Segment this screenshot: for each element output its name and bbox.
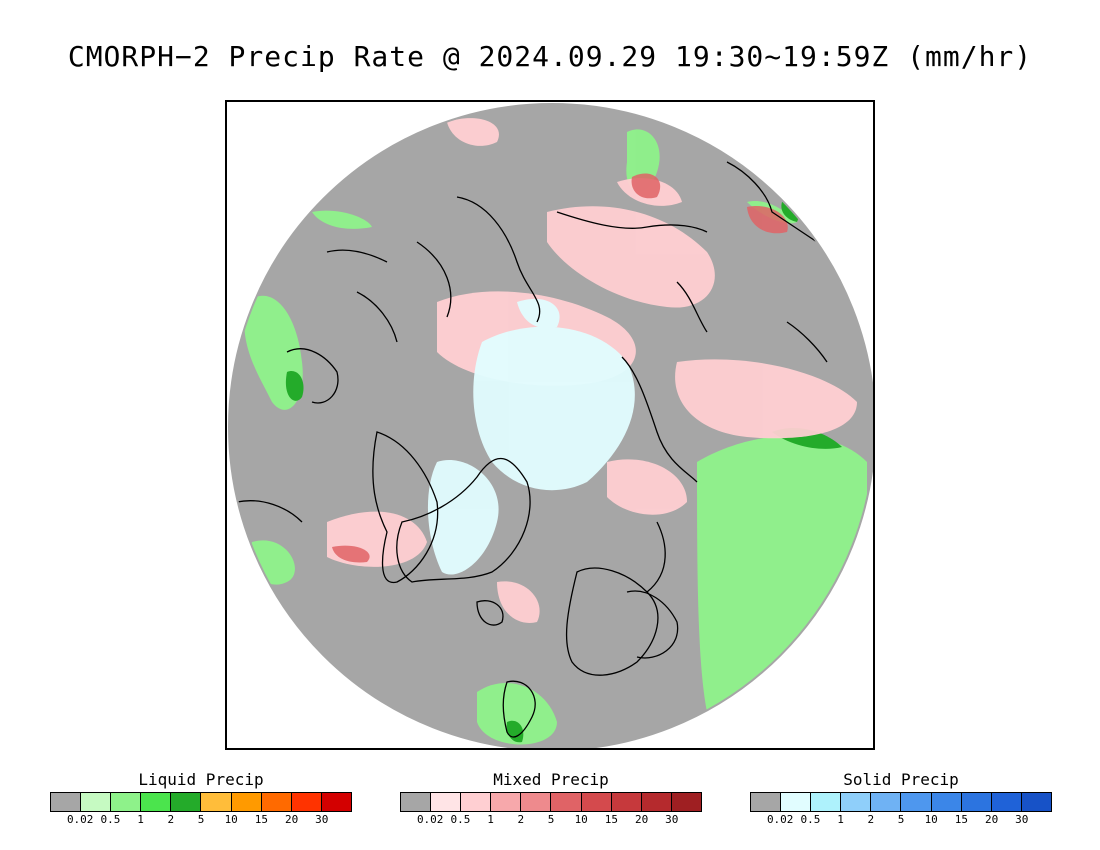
legend-tick: 2 xyxy=(517,813,525,826)
map-title: CMORPH−2 Precip Rate @ 2024.09.29 19:30~… xyxy=(67,40,1033,73)
legend-solid-precip: Solid Precip 0.02 0.5 1 2 5 10 15 20 30 xyxy=(750,770,1052,826)
legend-tick: 5 xyxy=(897,813,905,826)
legend-swatch xyxy=(641,793,672,811)
legend-swatch xyxy=(551,793,582,811)
legend-tick: 1 xyxy=(137,813,144,826)
legend-swatch xyxy=(901,793,932,811)
legend-title: Mixed Precip xyxy=(493,770,609,789)
legend-tick: 30 xyxy=(315,813,329,826)
legend-swatch xyxy=(1021,793,1051,811)
legend-tick: 0.02 xyxy=(416,813,444,826)
legend-swatch xyxy=(671,793,701,811)
legend-tick: 20 xyxy=(284,813,299,826)
moderate-mixed-cells xyxy=(332,173,788,563)
polar-precip-map xyxy=(228,103,873,748)
legend-tick: 0.02 xyxy=(766,813,794,826)
legend-swatch xyxy=(581,793,612,811)
legend-tick: 1 xyxy=(837,813,844,826)
legend-swatch xyxy=(431,793,462,811)
legend-swatch xyxy=(521,793,552,811)
legend-mixed-precip: Mixed Precip 0.02 0.5 1 2 5 10 15 20 30 xyxy=(400,770,702,826)
legend-tick: 10 xyxy=(574,813,588,826)
legend-tick: 15 xyxy=(254,813,269,826)
legend-swatch xyxy=(51,793,82,811)
legend-swatch xyxy=(141,793,172,811)
legend-tick: 0.5 xyxy=(450,813,471,826)
legend-tick: 15 xyxy=(954,813,969,826)
legend-swatch xyxy=(81,793,112,811)
legend-tick: 1 xyxy=(487,813,494,826)
legend-title: Solid Precip xyxy=(843,770,959,789)
legend-swatch xyxy=(321,793,351,811)
legend-tick: 5 xyxy=(197,813,205,826)
legend-tick: 2 xyxy=(167,813,175,826)
legend-title: Liquid Precip xyxy=(138,770,264,789)
hemisphere-edge xyxy=(228,103,873,748)
legend-swatch xyxy=(751,793,782,811)
legend-tick: 10 xyxy=(224,813,238,826)
polar-map-frame xyxy=(225,100,875,750)
legend-color-bar xyxy=(50,792,352,812)
legend-tick: 0.02 xyxy=(66,813,94,826)
legend-swatch xyxy=(111,793,142,811)
legend-tick: 20 xyxy=(984,813,999,826)
legend-tick: 0.5 xyxy=(100,813,121,826)
legend-tick: 30 xyxy=(1015,813,1029,826)
legend-swatch xyxy=(231,793,262,811)
legend-swatch xyxy=(491,793,522,811)
legend-swatch xyxy=(461,793,492,811)
legend-liquid-precip: Liquid Precip 0.02 0.5 1 2 5 10 15 20 30 xyxy=(50,770,352,826)
legend-ticks: 0.02 0.5 1 2 5 10 15 20 30 xyxy=(750,812,1052,826)
legend-swatch xyxy=(871,793,902,811)
legend-swatch xyxy=(841,793,872,811)
legend-tick: 15 xyxy=(604,813,619,826)
legend-swatch xyxy=(611,793,642,811)
legend-swatch xyxy=(261,793,292,811)
legend-tick: 20 xyxy=(634,813,649,826)
legend-ticks: 0.02 0.5 1 2 5 10 15 20 30 xyxy=(400,812,702,826)
legend-swatch xyxy=(961,793,992,811)
legend-swatch xyxy=(201,793,232,811)
legend-ticks: 0.02 0.5 1 2 5 10 15 20 30 xyxy=(50,812,352,826)
legend-tick: 30 xyxy=(665,813,679,826)
legend-tick: 2 xyxy=(867,813,875,826)
legend-tick: 5 xyxy=(547,813,555,826)
legend-tick: 0.5 xyxy=(800,813,821,826)
legend-swatch xyxy=(931,793,962,811)
solid-precip-areas xyxy=(427,298,635,575)
legend-swatch xyxy=(811,793,842,811)
legend-swatch xyxy=(781,793,812,811)
coastlines xyxy=(236,161,828,738)
legend-swatch xyxy=(171,793,202,811)
legend-swatch xyxy=(991,793,1022,811)
legend-color-bar xyxy=(750,792,1052,812)
legend-swatch xyxy=(401,793,432,811)
legend-tick: 10 xyxy=(924,813,938,826)
legend-color-bar xyxy=(400,792,702,812)
legend-swatch xyxy=(291,793,322,811)
